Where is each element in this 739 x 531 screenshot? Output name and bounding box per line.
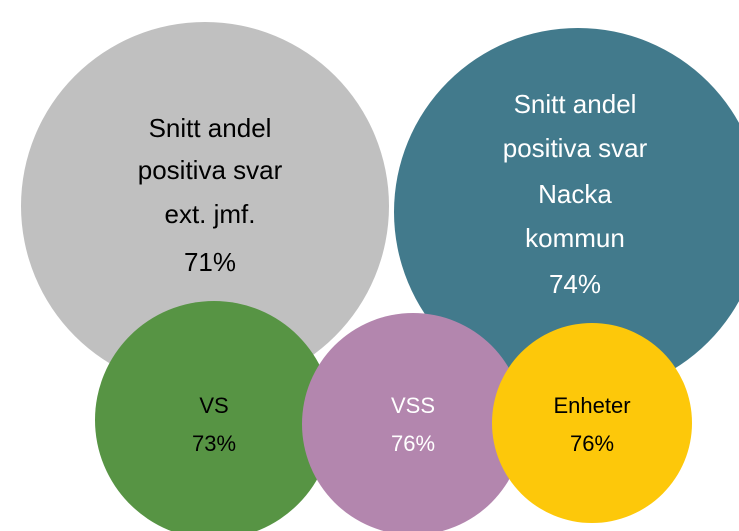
node-nacka: Snitt andel positiva svar Nacka kommun 7…	[394, 28, 739, 396]
node-ext: Snitt andel positiva svar ext. jmf. 71%	[21, 22, 389, 390]
label: Nacka	[538, 179, 612, 209]
label: VS	[199, 393, 228, 418]
node-enheter: Enheter 76%	[492, 323, 692, 523]
label: Enheter	[553, 393, 630, 418]
circle	[394, 28, 739, 396]
label: ext. jmf.	[164, 199, 255, 229]
label: Snitt andel	[149, 113, 272, 143]
label: 74%	[549, 269, 601, 299]
label: 73%	[192, 431, 236, 456]
circle	[21, 22, 389, 390]
circle	[95, 301, 333, 531]
circle	[302, 313, 524, 531]
label: positiva svar	[138, 155, 283, 185]
label: 76%	[391, 431, 435, 456]
node-vs: VS 73%	[95, 301, 333, 531]
label: kommun	[525, 223, 625, 253]
label: 71%	[184, 247, 236, 277]
label: positiva svar	[503, 133, 648, 163]
label: 76%	[570, 431, 614, 456]
circle	[492, 323, 692, 523]
node-vss: VSS 76%	[302, 313, 524, 531]
label: VSS	[391, 393, 435, 418]
label: Snitt andel	[514, 89, 637, 119]
